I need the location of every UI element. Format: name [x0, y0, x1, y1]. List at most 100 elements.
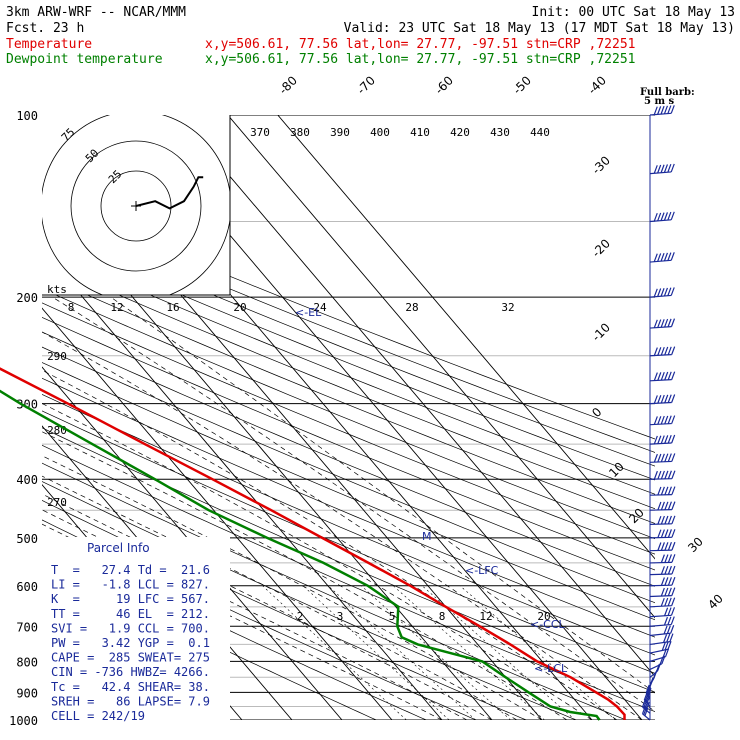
wind-barb	[649, 501, 676, 511]
parcel-info-row: Tc = 42.4 SHEAR= 38.	[51, 680, 210, 694]
dry-adiabat	[42, 247, 655, 495]
dry-adiabat	[42, 462, 627, 720]
theta-e-label: 12	[110, 301, 123, 314]
dry-adiabat	[42, 346, 655, 604]
parcel-info-row: K = 19 LFC = 567.	[51, 592, 210, 606]
pressure-label: 800	[16, 655, 38, 669]
parcel-info-row: T = 27.4 Td = 21.6	[51, 563, 210, 577]
ring-50	[70, 140, 202, 272]
dry-adiabat	[42, 302, 655, 555]
isotherm	[42, 307, 393, 720]
mixing-ratio-line	[361, 585, 511, 720]
moist-adiabat	[42, 403, 593, 720]
moist-adiabat	[42, 369, 618, 720]
m-marker: M	[422, 530, 432, 543]
temperature-axis-label: -70	[354, 73, 378, 97]
temperature-axis-label: -60	[432, 73, 456, 97]
wind-barb	[649, 415, 676, 426]
moist-adiabat	[42, 455, 543, 720]
moist-adiabat	[42, 331, 643, 720]
dry-adiabat	[42, 410, 655, 674]
mixing-ratio-label: 20	[537, 610, 550, 623]
wind-barb	[649, 633, 674, 646]
temperature-axis-label: -20	[589, 236, 613, 260]
dewpoint-profile	[0, 389, 601, 721]
forecast-hour: Fcst. 23 h	[6, 21, 84, 36]
theta-label: 420	[450, 126, 470, 139]
parcel-info-row: CIN = -736 HWBZ= 4266.	[51, 665, 210, 679]
theta-label: 410	[410, 126, 430, 139]
moist-adiabat	[110, 296, 655, 694]
dewpoint-location: x,y=506.61, 77.56 lat,lon= 27.77, -97.51…	[205, 52, 635, 67]
pressure-label: 900	[16, 686, 38, 700]
dry-adiabat	[42, 274, 655, 524]
wind-barb	[649, 515, 676, 525]
pressure-label: 600	[16, 580, 38, 594]
wind-barb	[641, 698, 651, 714]
parcel-info-panel: Parcel Info T = 27.4 Td = 21.6LI = -1.8 …	[42, 537, 230, 727]
el-marker: <-EL	[295, 306, 322, 319]
wind-barb	[649, 655, 666, 670]
parcel-info-row: LI = -1.8 LCL = 827.	[51, 578, 210, 592]
sounding-profiles	[0, 367, 626, 721]
mixing-ratio-line	[459, 585, 616, 720]
dry-adiabat	[42, 377, 655, 638]
wind-barb	[649, 607, 676, 618]
temperature-axis-label: -10	[589, 320, 613, 344]
hodograph-trace	[135, 176, 204, 210]
moist-adiabat	[42, 475, 518, 720]
wind-barb	[649, 486, 676, 496]
pressure-label: 300	[16, 398, 38, 412]
isotherm	[277, 115, 655, 560]
theta-label: 370	[250, 126, 270, 139]
theta-label: 400	[370, 126, 390, 139]
wind-barb	[649, 470, 676, 480]
theta-label: 280	[47, 424, 67, 437]
pressure-label: 1000	[9, 714, 38, 728]
dry-adiabat	[42, 261, 655, 510]
temperature-axis-label: 40	[705, 591, 726, 612]
mixing-ratio-label: 2	[297, 610, 304, 623]
temperature-axis-label: 0	[589, 405, 604, 420]
wind-barb	[649, 394, 676, 405]
wind-barb	[649, 554, 676, 564]
wind-barb	[649, 541, 676, 552]
mixing-ratio-label: 12	[479, 610, 492, 623]
wind-barb	[641, 705, 651, 721]
theta-label: 290	[47, 350, 67, 363]
parcel-info-row: TT = 46 EL = 212.	[51, 607, 210, 621]
wind-barb	[649, 163, 675, 175]
valid-time: Valid: 23 UTC Sat 18 May 13 (17 MDT Sat …	[344, 21, 735, 36]
pressure-label: 400	[16, 473, 38, 487]
lfc-marker: <-LFC	[465, 564, 499, 577]
wind-barb	[649, 616, 675, 627]
temperature-location: x,y=506.61, 77.56 lat,lon= 27.77, -97.51…	[205, 37, 635, 52]
mixing-ratio-line	[393, 585, 545, 720]
temperature-profile	[0, 367, 626, 720]
theta-label: 430	[490, 126, 510, 139]
parcel-info-row: CELL = 242/19	[51, 709, 145, 723]
temperature-axis-label: 30	[685, 534, 706, 555]
dewpoint-legend: Dewpoint temperature	[6, 52, 163, 67]
mixing-ratio-line	[302, 585, 450, 720]
dry-adiabat	[42, 393, 655, 656]
temperature-legend: Temperature	[6, 37, 92, 52]
pressure-label: 200	[16, 291, 38, 305]
pressure-label: 100	[16, 109, 38, 123]
parcel-info-row: SREH = 86 LAPSE= 7.9	[51, 694, 210, 708]
wind-barb	[649, 434, 676, 445]
init-time: Init: 00 UTC Sat 18 May 13	[532, 5, 736, 20]
mixing-ratio-label: 5	[389, 610, 396, 623]
wind-barb	[649, 371, 676, 382]
parcel-info-row: SVI = 1.9 CCL = 700.	[51, 621, 210, 635]
dry-adiabat	[42, 427, 655, 693]
moist-adiabat	[52, 296, 655, 712]
theta-e-label: 16	[166, 301, 179, 314]
temperature-axis-label: -30	[589, 153, 613, 177]
dry-adiabat	[42, 197, 655, 440]
theta-e-label: 20	[233, 301, 246, 314]
dry-adiabat	[42, 362, 655, 621]
wind-barb	[649, 597, 676, 608]
